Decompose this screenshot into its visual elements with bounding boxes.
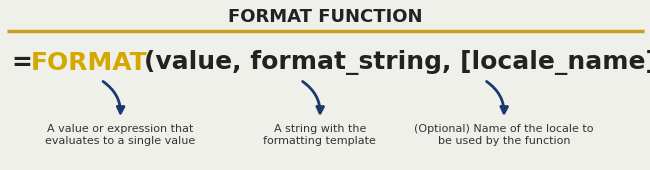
Text: FORMAT FUNCTION: FORMAT FUNCTION — [227, 8, 422, 27]
Text: FORMAT: FORMAT — [31, 51, 148, 75]
Text: =: = — [12, 51, 32, 75]
Text: (value, format_string, [locale_name]): (value, format_string, [locale_name]) — [144, 50, 650, 75]
Text: A string with the
formatting template: A string with the formatting template — [263, 124, 376, 146]
Text: (Optional) Name of the locale to
be used by the function: (Optional) Name of the locale to be used… — [414, 124, 593, 146]
Text: A value or expression that
evaluates to a single value: A value or expression that evaluates to … — [45, 124, 196, 146]
